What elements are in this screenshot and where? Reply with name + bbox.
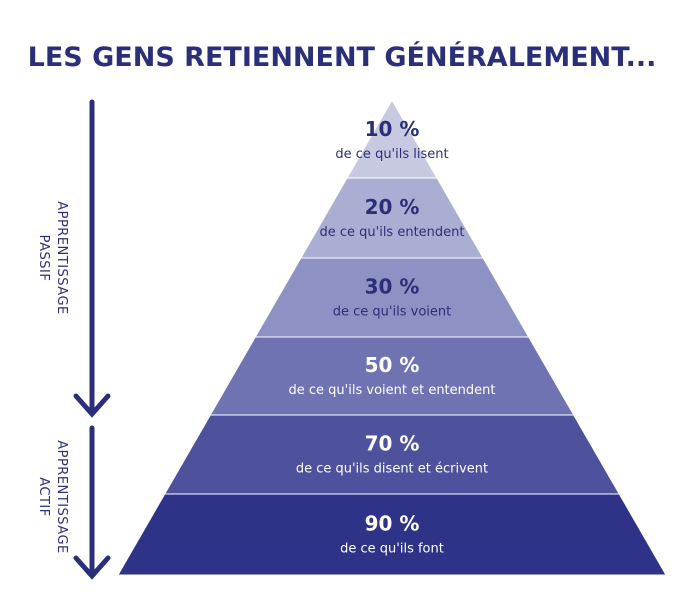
level-percent: 70 % bbox=[365, 432, 420, 456]
side-label: APPRENTISSAGE bbox=[54, 201, 69, 315]
side-label: ACTIF bbox=[36, 477, 51, 517]
level-text: de ce qu'ils disent et écrivent bbox=[296, 462, 488, 477]
side-label: PASSIF bbox=[36, 235, 51, 282]
arrow-passive bbox=[73, 99, 111, 418]
level-percent: 90 % bbox=[365, 512, 420, 536]
level-text: de ce qu'ils font bbox=[340, 542, 444, 557]
title: LES GENS RETIENNENT GÉNÉRALEMENT... bbox=[28, 41, 657, 73]
arrow-active bbox=[73, 425, 111, 580]
level-text: de ce qu'ils entendent bbox=[319, 225, 464, 240]
level-percent: 50 % bbox=[365, 353, 420, 377]
level-percent: 20 % bbox=[365, 195, 420, 219]
level-text: de ce qu'ils voient et entendent bbox=[289, 383, 496, 398]
pyramid: 10 % de ce qu'ils lisent 20 % de ce qu'ils … bbox=[117, 98, 667, 576]
pyramid-level bbox=[117, 493, 667, 576]
level-percent: 10 % bbox=[365, 117, 420, 141]
level-text: de ce qu'ils voient bbox=[333, 305, 451, 320]
level-text: de ce qu'ils lisent bbox=[335, 147, 448, 162]
side-label: APPRENTISSAGE bbox=[54, 440, 69, 554]
level-percent: 30 % bbox=[365, 275, 420, 299]
